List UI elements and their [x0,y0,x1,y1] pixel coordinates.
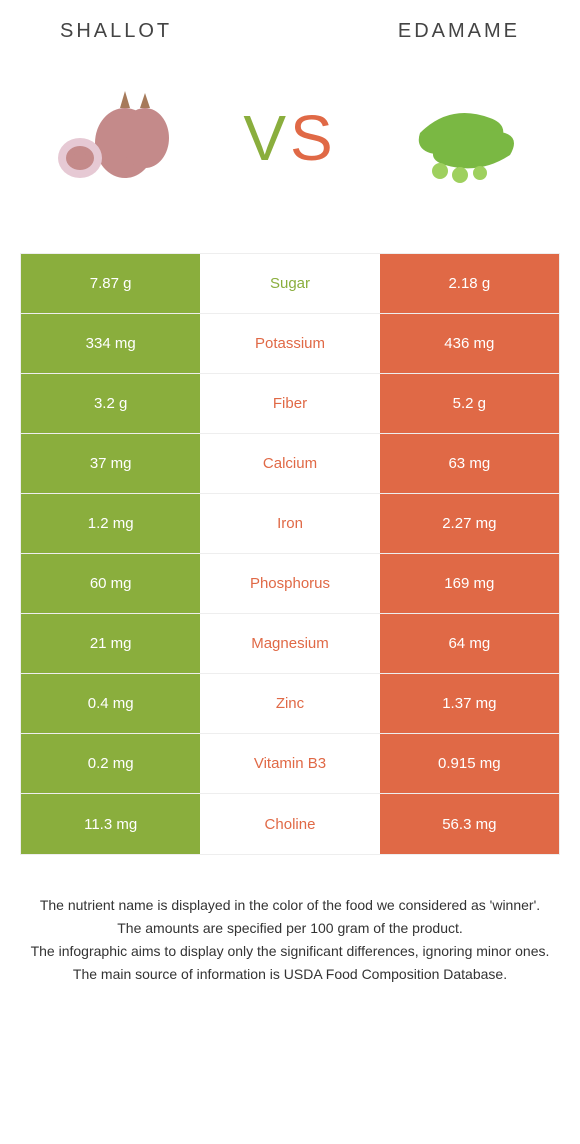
cell-left-value: 37 mg [21,434,200,493]
footer-line-3: The infographic aims to display only the… [30,941,550,962]
cell-right-value: 56.3 mg [380,794,559,854]
edamame-image [400,83,530,193]
cell-nutrient-label: Zinc [200,674,379,733]
cell-nutrient-label: Sugar [200,254,379,313]
cell-nutrient-label: Vitamin B3 [200,734,379,793]
header-row: Shallot Edamame [0,0,580,53]
table-row: 11.3 mgCholine56.3 mg [21,794,559,854]
table-row: 37 mgCalcium63 mg [21,434,559,494]
cell-left-value: 334 mg [21,314,200,373]
cell-right-value: 436 mg [380,314,559,373]
table-row: 60 mgPhosphorus169 mg [21,554,559,614]
cell-left-value: 7.87 g [21,254,200,313]
cell-right-value: 64 mg [380,614,559,673]
cell-right-value: 2.27 mg [380,494,559,553]
footer-line-1: The nutrient name is displayed in the co… [30,895,550,916]
comparison-table: 7.87 gSugar2.18 g334 mgPotassium436 mg3.… [20,253,560,855]
cell-left-value: 0.2 mg [21,734,200,793]
cell-left-value: 3.2 g [21,374,200,433]
table-row: 0.2 mgVitamin B30.915 mg [21,734,559,794]
table-row: 7.87 gSugar2.18 g [21,254,559,314]
cell-nutrient-label: Iron [200,494,379,553]
footer-line-2: The amounts are specified per 100 gram o… [30,918,550,939]
vs-text: VS [243,101,336,175]
cell-right-value: 2.18 g [380,254,559,313]
cell-right-value: 1.37 mg [380,674,559,733]
table-row: 1.2 mgIron2.27 mg [21,494,559,554]
shallot-image [50,83,180,193]
table-row: 3.2 gFiber5.2 g [21,374,559,434]
vs-row: VS [0,53,580,223]
cell-nutrient-label: Potassium [200,314,379,373]
cell-nutrient-label: Fiber [200,374,379,433]
cell-left-value: 11.3 mg [21,794,200,854]
cell-left-value: 1.2 mg [21,494,200,553]
footer-notes: The nutrient name is displayed in the co… [0,855,580,1007]
cell-right-value: 169 mg [380,554,559,613]
header-right-label: Edamame [398,20,520,43]
table-row: 0.4 mgZinc1.37 mg [21,674,559,734]
header-left-label: Shallot [60,20,172,43]
vs-letter-s: S [290,102,337,174]
table-row: 334 mgPotassium436 mg [21,314,559,374]
cell-right-value: 63 mg [380,434,559,493]
cell-nutrient-label: Phosphorus [200,554,379,613]
cell-nutrient-label: Magnesium [200,614,379,673]
cell-left-value: 21 mg [21,614,200,673]
cell-left-value: 60 mg [21,554,200,613]
table-row: 21 mgMagnesium64 mg [21,614,559,674]
cell-nutrient-label: Calcium [200,434,379,493]
footer-line-4: The main source of information is USDA F… [30,964,550,985]
cell-right-value: 0.915 mg [380,734,559,793]
cell-right-value: 5.2 g [380,374,559,433]
cell-left-value: 0.4 mg [21,674,200,733]
cell-nutrient-label: Choline [200,794,379,854]
vs-letter-v: V [243,102,290,174]
